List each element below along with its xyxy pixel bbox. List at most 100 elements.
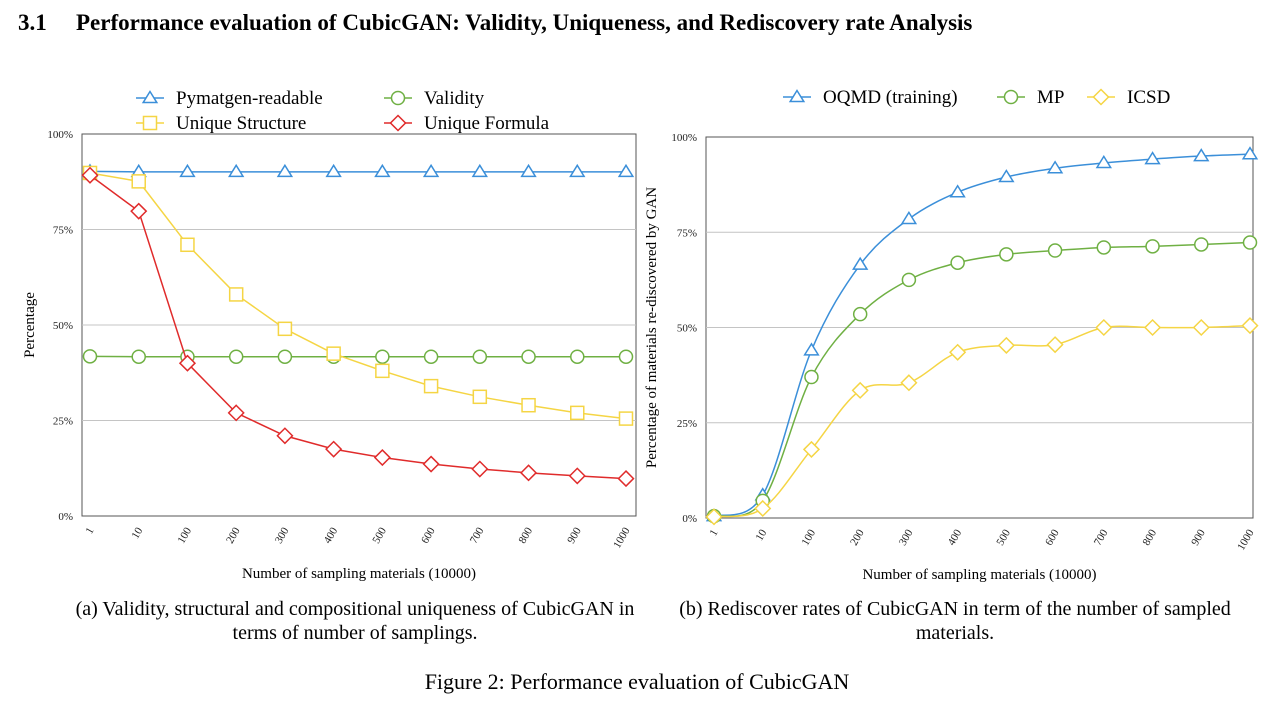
chart-a-legend-marker: [141, 90, 159, 104]
chart-a-series-line: [89, 172, 627, 420]
chart-b-data-point: [1194, 237, 1209, 252]
chart-b-data-point: [1145, 239, 1160, 254]
chart-b-xtick-label: 800: [1141, 527, 1160, 548]
chart-a-data-point: [130, 202, 148, 220]
chart-a-legend-label: Unique Formula: [424, 113, 550, 134]
chart-b: 0% 25% 50% 75% 100% 1 10 100 200 300 400 500 600 700 8…: [644, 87, 1259, 583]
chart-b-data-point: [1192, 318, 1210, 337]
chart-b-xtick-label: 1000: [1235, 527, 1257, 552]
chart-b-data-point: [950, 255, 965, 270]
chart-a-xtick-label: 500: [370, 525, 389, 546]
chart-a-legend-item: Validity: [384, 88, 485, 109]
chart-a-series-triangle: [81, 163, 635, 178]
chart-b-ytick-label: 100%: [671, 132, 697, 144]
section-title-text: Performance evaluation of CubicGAN: Vali…: [76, 10, 973, 35]
caption-a: (a) Validity, structural and composition…: [75, 598, 635, 644]
chart-b-data-point: [998, 169, 1015, 183]
chart-b-data-point: [804, 369, 819, 385]
chart-a-data-point: [179, 163, 196, 178]
chart-a-data-point: [326, 346, 341, 361]
chart-a-data-point: [423, 349, 439, 364]
chart-b-xtick-label: 500: [994, 527, 1013, 548]
chart-a-data-point: [423, 378, 439, 394]
chart-b-data-point: [705, 508, 723, 526]
chart-a-data-point: [568, 467, 586, 485]
chart-a-x-axis-label: Number of sampling materials (10000): [242, 566, 476, 582]
chart-b-data-point: [1095, 154, 1112, 169]
chart-a-data-point: [228, 287, 244, 302]
chart-b-series-line: [713, 153, 1251, 517]
chart-a-legend-item: Unique Structure: [136, 113, 306, 134]
chart-a-data-point: [227, 404, 245, 422]
chart-a-data-point: [180, 237, 195, 253]
chart-b-data-point: [1144, 151, 1161, 165]
chart-a-xtick-label: 1: [83, 526, 96, 537]
chart-b-series-diamond: [705, 317, 1259, 526]
chart-b-xtick-label: 300: [897, 527, 916, 548]
chart-a-data-point: [617, 470, 635, 488]
chart-b-data-point: [1241, 317, 1259, 335]
chart-b-data-point: [852, 256, 869, 270]
chart-a-ytick-label: 0%: [58, 511, 73, 523]
chart-a-data-point: [570, 405, 585, 421]
chart-a-data-point: [618, 349, 634, 364]
chart-b-data-point: [900, 210, 918, 225]
chart-a-data-point: [471, 163, 488, 178]
chart-a-xtick-label: 200: [224, 525, 243, 546]
chart-b-data-point: [949, 184, 966, 198]
chart-b-data-point: [1193, 148, 1210, 162]
chart-b-legend-marker: [1092, 88, 1110, 106]
chart-a-xtick-label: 600: [419, 525, 438, 546]
chart-a-data-point: [374, 163, 391, 178]
chart-a-data-point: [178, 354, 197, 372]
chart-a-data-point: [570, 349, 585, 364]
chart-a-data-point: [521, 397, 536, 413]
chart-a-y-axis-label: Percentage: [22, 292, 38, 358]
chart-a-xtick-label: 800: [517, 525, 536, 546]
figure-caption: Figure 2: Performance evaluation of Cubi…: [424, 669, 850, 694]
chart-b-data-point: [999, 247, 1014, 262]
chart-b-series-line: [713, 241, 1251, 518]
chart-a-data-point: [617, 163, 635, 178]
chart-b-series-triangle: [705, 146, 1259, 522]
chart-a-legend-marker: [389, 114, 407, 132]
chart-a-data-point: [277, 349, 293, 364]
chart-a-data-point: [325, 163, 342, 178]
chart-a-legend-label: Unique Structure: [176, 113, 306, 134]
chart-a-data-point: [228, 163, 245, 178]
chart-a-xtick-label: 700: [468, 525, 487, 546]
chart-a-data-point: [569, 163, 586, 178]
chart-b-data-point: [803, 342, 820, 356]
chart-a-data-point: [519, 464, 538, 482]
chart-a-series-diamond: [81, 166, 635, 488]
chart-b-data-point: [1096, 240, 1112, 255]
section-heading: 3.1 Performance evaluation of CubicGAN: V…: [18, 10, 972, 36]
chart-a-data-point: [277, 321, 293, 337]
chart-a-data-point: [471, 460, 489, 478]
chart-a-ytick-label: 75%: [53, 225, 73, 237]
chart-b-data-point: [1046, 160, 1064, 174]
chart-a-data-point: [131, 174, 146, 189]
chart-b-data-point: [802, 440, 821, 458]
chart-a-data-point: [276, 427, 294, 445]
chart-b-data-point: [900, 374, 918, 392]
chart-a-ytick-label: 100%: [47, 129, 73, 141]
chart-a-data-point: [618, 411, 634, 426]
chart-b-data-point: [754, 499, 772, 518]
chart-a-data-point: [521, 349, 536, 364]
chart-a-data-point: [472, 389, 488, 405]
chart-a-legend-label: Pymatgen-readable: [176, 88, 323, 109]
chart-b-data-point: [997, 336, 1015, 354]
chart-b-xtick-label: 600: [1043, 527, 1062, 548]
chart-b-data-point: [949, 343, 967, 361]
chart-b-legend-label: ICSD: [1127, 87, 1170, 108]
chart-a-data-point: [82, 349, 98, 364]
chart-a: 0% 25% 50% 75% 100% 1 10 100 200 300 400 500 600 700 8…: [22, 88, 637, 582]
chart-a-legend-item: Pymatgen-readable: [136, 88, 323, 109]
chart-a-data-point: [520, 163, 537, 178]
chart-b-legend-marker: [1003, 89, 1019, 105]
chart-a-series-line: [89, 174, 627, 480]
chart-b-legend-item: MP: [997, 87, 1064, 108]
chart-a-series-circle: [82, 349, 634, 364]
chart-a-ytick-label: 25%: [53, 416, 73, 428]
